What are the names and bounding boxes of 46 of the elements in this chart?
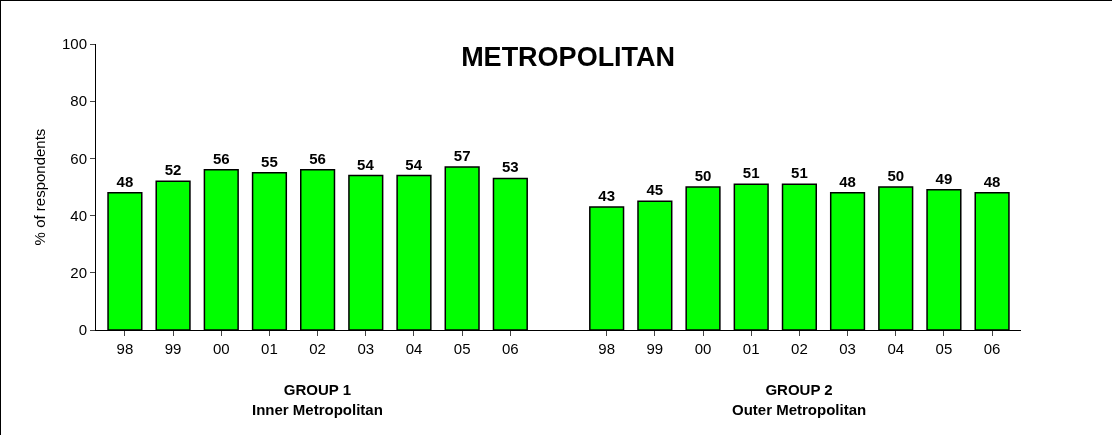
x-tick-label: 04 bbox=[405, 340, 423, 357]
data-label: 54 bbox=[357, 155, 375, 173]
y-axis-title: % of respondents bbox=[31, 128, 49, 246]
data-label: 49 bbox=[935, 169, 953, 187]
data-label: 51 bbox=[791, 164, 808, 182]
data-label: 55 bbox=[261, 152, 278, 170]
data-label: 54 bbox=[405, 155, 423, 173]
text: GROUP 1 Inner Metropolitan bbox=[252, 381, 383, 418]
data-label: 50 bbox=[887, 167, 905, 184]
x-tick-label: 03 bbox=[839, 340, 856, 357]
data-label: 48 bbox=[116, 172, 134, 190]
x-tick-label: 00 bbox=[694, 340, 712, 357]
x-tick-label: 05 bbox=[935, 340, 953, 357]
x-tick-label: 06 bbox=[983, 340, 1001, 357]
data-label: 45 bbox=[646, 181, 664, 199]
data-label: 51 bbox=[742, 164, 760, 182]
y-tick-label: 100 bbox=[61, 35, 87, 53]
data-label: 50 bbox=[694, 167, 712, 184]
x-tick-label: 05 bbox=[453, 340, 471, 357]
x-tick-label: 99 bbox=[164, 340, 182, 357]
data-label: 56 bbox=[309, 149, 326, 167]
y-tick-label: 40 bbox=[70, 206, 87, 224]
data-label: 48 bbox=[983, 172, 1001, 190]
data-label: 57 bbox=[453, 146, 471, 164]
data-label: 52 bbox=[164, 161, 182, 179]
x-tick-label: 01 bbox=[742, 340, 760, 357]
data-label: 53 bbox=[501, 158, 519, 176]
text: GROUP 2 Outer Metropolitan bbox=[732, 381, 867, 418]
data-label: 43 bbox=[598, 187, 616, 205]
y-tick-label: 60 bbox=[70, 149, 87, 167]
y-tick-label: 20 bbox=[70, 264, 87, 282]
x-tick-label: 04 bbox=[887, 340, 905, 357]
x-tick-label: 03 bbox=[357, 340, 375, 357]
x-tick-label: 98 bbox=[598, 340, 616, 357]
x-tick-label: 00 bbox=[212, 340, 230, 357]
y-tick-label: 80 bbox=[70, 92, 87, 110]
x-tick-label: 02 bbox=[791, 340, 808, 357]
y-tick-label: 0 bbox=[78, 321, 87, 339]
data-label: 56 bbox=[212, 149, 230, 167]
x-tick-label: 06 bbox=[501, 340, 519, 357]
data-label: 48 bbox=[839, 172, 856, 190]
x-tick-label: 02 bbox=[309, 340, 326, 357]
x-tick-label: 98 bbox=[116, 340, 134, 357]
x-tick-label: 99 bbox=[646, 340, 664, 357]
x-tick-label: 01 bbox=[261, 340, 278, 357]
chart-title: METROPOLITAN bbox=[461, 41, 676, 72]
